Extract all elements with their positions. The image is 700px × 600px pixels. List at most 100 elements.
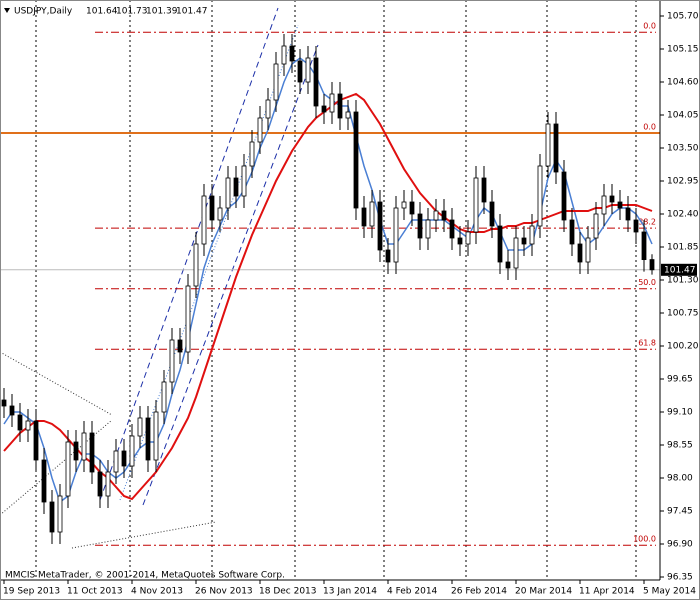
candle-body xyxy=(185,285,191,353)
price-label: 101.47 xyxy=(664,265,696,275)
candle-body xyxy=(73,441,79,461)
candle-body xyxy=(521,237,527,245)
candle-body xyxy=(153,411,159,461)
candle-body xyxy=(649,259,655,271)
candle-body xyxy=(113,450,119,473)
candle-body xyxy=(137,417,143,437)
candle-body xyxy=(321,105,327,113)
header-open: 101.64 xyxy=(86,7,118,17)
y-tick-label: 98.55 xyxy=(667,441,693,451)
y-tick-label: 104.05 xyxy=(667,111,699,121)
price-label-box xyxy=(661,263,697,276)
y-tick-label: 101.30 xyxy=(667,276,699,286)
header-low: 101.39 xyxy=(146,7,178,17)
copyright: MMCIS MetaTrader, © 2001-2014, MetaQuote… xyxy=(5,571,285,581)
candle-body xyxy=(105,471,111,497)
candle-body xyxy=(41,459,47,503)
candle-body xyxy=(65,441,71,497)
candle-body xyxy=(513,237,519,269)
y-tick-label: 104.60 xyxy=(667,78,699,88)
candle-body xyxy=(577,243,583,263)
fibo-label: 50.0 xyxy=(638,278,656,287)
candle-body xyxy=(193,243,199,287)
candle-body xyxy=(393,207,399,263)
candle-body xyxy=(217,207,223,221)
x-tick-label: 20 Mar 2014 xyxy=(515,587,572,597)
candle-body xyxy=(609,195,615,203)
candle-body xyxy=(569,219,575,245)
y-tick-label: 102.40 xyxy=(667,210,699,220)
fibo-label: 61.8 xyxy=(638,339,656,348)
header-high: 101.73 xyxy=(116,7,148,17)
candle-body xyxy=(537,165,543,227)
candle-body xyxy=(545,123,551,167)
candle-body xyxy=(601,195,607,215)
candle-body xyxy=(457,237,463,245)
candle-body xyxy=(529,225,535,245)
symbol-icon xyxy=(4,8,10,13)
candle-body xyxy=(385,249,391,263)
candle-body xyxy=(129,435,135,467)
candle-body xyxy=(281,45,287,65)
y-tick-label: 100.20 xyxy=(667,342,699,352)
chart-title: USDJPY,Daily xyxy=(14,7,73,17)
y-tick-label: 105.15 xyxy=(667,45,699,55)
candle-body xyxy=(17,414,23,431)
candle-body xyxy=(225,177,231,209)
x-tick-label: 4 Feb 2014 xyxy=(387,587,438,597)
fibo-label: 38.2 xyxy=(638,218,656,227)
candle-body xyxy=(1,399,7,407)
plot: 0.0 38.2 50.0 61.8 100.0 0.0 xyxy=(0,22,660,546)
candle-body xyxy=(273,63,279,101)
candle-body xyxy=(561,171,567,221)
candle-body xyxy=(369,201,375,227)
candle-body xyxy=(641,231,647,261)
candle-body xyxy=(465,231,471,245)
candle-body xyxy=(89,432,95,473)
y-tick-label: 98.00 xyxy=(667,474,693,484)
header-close: 101.47 xyxy=(176,7,208,17)
candle-body xyxy=(257,117,263,143)
fibo-label: 100.0 xyxy=(633,535,656,544)
y-tick-label: 100.75 xyxy=(667,309,699,319)
candle-body xyxy=(345,111,351,119)
candle-body xyxy=(249,141,255,167)
y-tick-label: 103.50 xyxy=(667,144,699,154)
x-tick-label: 26 Feb 2014 xyxy=(451,587,507,597)
candle-body xyxy=(625,207,631,221)
y-tick-label: 99.65 xyxy=(667,375,693,385)
y-tick-label: 99.10 xyxy=(667,408,693,418)
candle-body xyxy=(9,405,15,416)
candle-body xyxy=(265,99,271,119)
candle-body xyxy=(177,339,183,353)
candle-body xyxy=(497,225,503,263)
candle-body xyxy=(633,219,639,233)
candle-body xyxy=(97,471,103,497)
x-tick-label: 5 May 2014 xyxy=(643,587,696,597)
candle-body xyxy=(161,381,167,413)
x-tick-label: 13 Jan 2014 xyxy=(323,587,377,597)
candle-body xyxy=(305,57,311,83)
candle-body xyxy=(473,177,479,233)
y-tick-label: 97.45 xyxy=(667,507,693,517)
candle-body xyxy=(329,93,335,113)
candle-body xyxy=(505,261,511,269)
triangle-line xyxy=(0,419,113,516)
triangle-line xyxy=(0,351,113,416)
candle-body xyxy=(209,195,215,221)
channel-line xyxy=(99,7,279,501)
candle-body xyxy=(49,501,55,533)
candle-body xyxy=(489,201,495,227)
y-tick-label: 102.95 xyxy=(667,177,699,187)
candle-body xyxy=(617,201,623,209)
y-tick-label: 96.35 xyxy=(667,573,693,583)
channel-line xyxy=(142,44,319,506)
candle-body xyxy=(449,219,455,239)
candle-body xyxy=(401,201,407,209)
candle-body xyxy=(313,57,319,107)
candle-body xyxy=(289,45,295,62)
candle-body xyxy=(409,201,415,215)
candle-body xyxy=(377,201,383,251)
candle-body xyxy=(57,495,63,533)
